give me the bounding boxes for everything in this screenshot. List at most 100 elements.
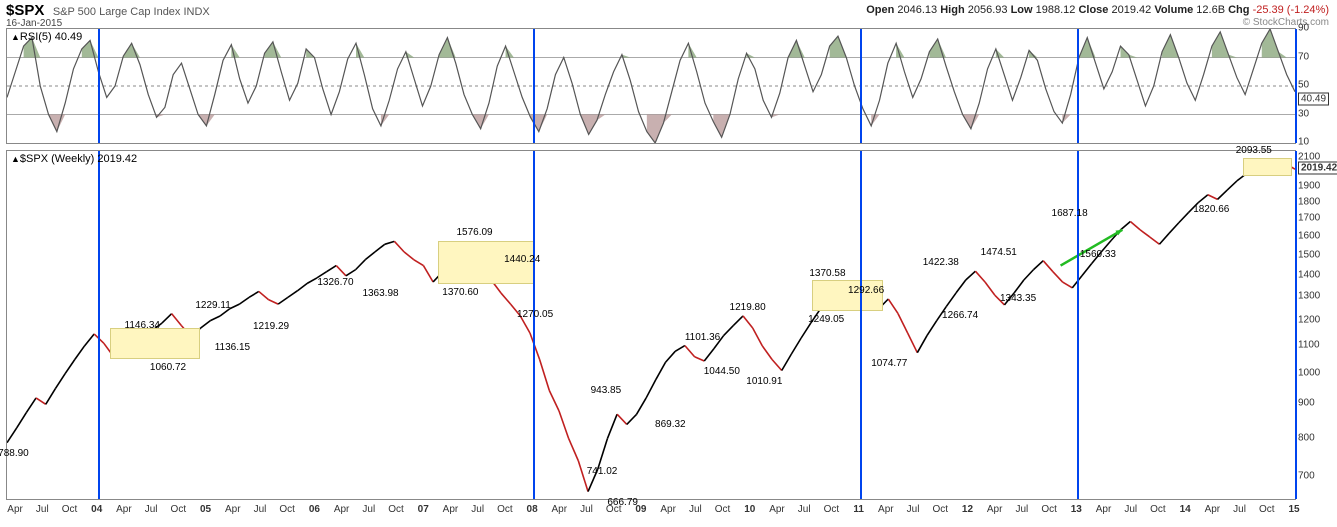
rsi-tick: 10 [1298,137,1309,148]
rsi-tick: 50 [1298,80,1309,91]
price-annotation: 1820.66 [1193,204,1229,215]
cycle-vline [860,151,862,499]
xaxis-month: Apr [987,504,1003,515]
price-annotation: 1060.72 [150,362,186,373]
rsi-panel: ▲RSI(5) 40.49 [6,28,1296,144]
price-yaxis: 7008009001000110012001300140015001600170… [1298,150,1334,500]
price-tick: 800 [1298,432,1315,443]
xaxis-month: Apr [116,504,132,515]
cycle-vline [98,151,100,499]
highlight-region [110,328,200,359]
x-axis: AprJulOctAprJulOct04AprJulOct05AprJulOct… [6,502,1296,526]
price-annotation: 869.32 [655,419,686,430]
price-annotation: 1219.29 [253,321,289,332]
low-value: 1988.12 [1036,4,1076,16]
xaxis-year: 14 [1180,504,1191,515]
highlight-region [1243,158,1292,177]
xaxis-month: Oct [932,504,948,515]
cycle-vline [98,29,100,143]
cycle-vline [1077,151,1079,499]
xaxis-month: Jul [36,504,49,515]
price-tick: 1800 [1298,196,1320,207]
price-tick: 1100 [1298,339,1320,350]
price-tick: 1700 [1298,213,1320,224]
price-annotation: 1326.70 [317,277,353,288]
cycle-vline [1077,29,1079,143]
price-annotation: 1576.09 [456,227,492,238]
price-annotation: 1136.15 [215,342,250,353]
xaxis-year: 15 [1288,504,1299,515]
rsi-label-prefix: RSI(5) [20,31,52,43]
cycle-vline [533,151,535,499]
cycle-vline [1295,29,1297,143]
xaxis-month: Jul [580,504,593,515]
xaxis-month: Jul [362,504,375,515]
xaxis-month: Apr [660,504,676,515]
xaxis-month: Apr [334,504,350,515]
price-annotation: 1560.33 [1080,249,1116,260]
price-annotation: 1292.66 [848,285,884,296]
ticker-description: S&P 500 Large Cap Index INDX [53,6,210,18]
price-annotation: 2093.55 [1236,145,1272,156]
price-annotation: 1146.34 [125,320,160,331]
xaxis-month: Apr [225,504,241,515]
price-tick: 900 [1298,398,1315,409]
xaxis-month: Oct [1150,504,1166,515]
cycle-vline [860,29,862,143]
price-annotation: 666.79 [607,497,638,508]
chg-label: Chg [1228,4,1249,16]
xaxis-month: Oct [824,504,840,515]
price-tick: 1500 [1298,249,1320,260]
rsi-tick: 70 [1298,51,1309,62]
open-label: Open [866,4,894,16]
xaxis-year: 06 [309,504,320,515]
rsi-tick: 90 [1298,23,1309,34]
price-annotation: 1474.51 [981,247,1017,258]
high-label: High [940,4,964,16]
price-tick: 1600 [1298,230,1320,241]
xaxis-year: 10 [744,504,755,515]
xaxis-month: Jul [471,504,484,515]
rsi-current-value: 40.49 [1298,92,1329,105]
xaxis-month: Oct [1041,504,1057,515]
price-panel: ▲$SPX (Weekly) 2019.42 788.901146.341060… [6,150,1296,500]
price-tick: 1000 [1298,367,1320,378]
price-annotation: 1343.35 [1000,293,1036,304]
xaxis-month: Apr [7,504,23,515]
xaxis-month: Oct [1259,504,1275,515]
price-tick: 1900 [1298,180,1320,191]
price-annotation: 1266.74 [942,310,978,321]
xaxis-year: 07 [418,504,429,515]
chg-value: -25.39 (-1.24%) [1253,4,1329,16]
xaxis-month: Apr [769,504,785,515]
volume-label: Volume [1154,4,1193,16]
xaxis-month: Jul [1124,504,1137,515]
xaxis-year: 11 [853,504,864,515]
volume-value: 12.6B [1196,4,1225,16]
price-annotation: 1370.60 [442,287,478,298]
price-annotation: 1440.24 [504,254,540,265]
xaxis-year: 08 [527,504,538,515]
open-value: 2046.13 [897,4,937,16]
price-tick: 1300 [1298,291,1320,302]
price-annotation: 1363.98 [362,288,398,299]
price-current-value: 2019.42 [1298,162,1337,175]
high-value: 2056.93 [968,4,1008,16]
xaxis-month: Jul [254,504,267,515]
rsi-label: ▲RSI(5) 40.49 [11,31,82,43]
ohlc-readout: Open 2046.13 High 2056.93 Low 1988.12 Cl… [866,4,1329,16]
cycle-vline [533,29,535,143]
price-tick: 1200 [1298,314,1320,325]
xaxis-month: Jul [798,504,811,515]
price-annotation: 1370.58 [809,268,845,279]
price-annotation: 741.02 [587,466,618,477]
price-label-prefix: $SPX (Weekly) [20,153,94,165]
xaxis-month: Apr [1096,504,1112,515]
rsi-tick: 30 [1298,108,1309,119]
xaxis-month: Jul [1233,504,1246,515]
xaxis-month: Jul [907,504,920,515]
price-annotation: 788.90 [0,448,29,459]
price-annotation: 1249.05 [808,314,844,325]
price-annotation: 943.85 [591,385,622,396]
price-annotation: 1687.18 [1052,208,1088,219]
